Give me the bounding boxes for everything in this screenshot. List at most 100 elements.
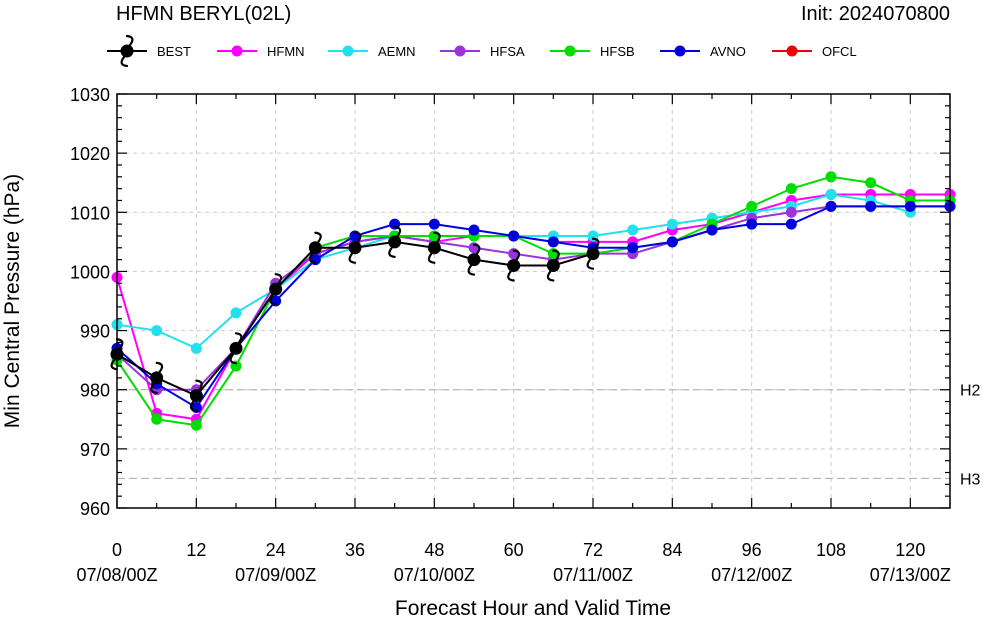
hurricane-arm bbox=[110, 359, 119, 371]
point-best bbox=[546, 249, 560, 282]
y-tick-label: 970 bbox=[80, 440, 110, 460]
reference-label: H3 bbox=[960, 471, 981, 488]
x-date-label: 07/08/00Z bbox=[76, 565, 157, 585]
hurricane-arm bbox=[155, 361, 164, 373]
point-best bbox=[507, 249, 521, 282]
hurricane-arm bbox=[433, 231, 441, 243]
point-hfsa bbox=[785, 206, 797, 218]
legend-label: BEST bbox=[157, 44, 191, 59]
point-best bbox=[189, 379, 203, 412]
plot-frame bbox=[116, 93, 951, 509]
point-best bbox=[427, 231, 441, 264]
point-avno bbox=[706, 224, 718, 236]
y-tick-label: 1010 bbox=[70, 203, 110, 223]
legend-marker bbox=[231, 45, 243, 57]
x-tick-label: 12 bbox=[186, 540, 206, 560]
hurricane-core bbox=[189, 389, 203, 403]
hurricane-arm bbox=[591, 237, 600, 249]
init-label: Init: 2024070800 bbox=[801, 3, 950, 25]
hurricane-arm bbox=[353, 231, 362, 243]
point-avno bbox=[666, 236, 678, 248]
hurricane-arm bbox=[234, 332, 243, 344]
hurricane-core bbox=[348, 241, 362, 255]
hurricane-core bbox=[546, 259, 560, 273]
hurricane-arm bbox=[189, 400, 198, 412]
hurricane-arm bbox=[393, 225, 402, 237]
hurricane-arm bbox=[552, 249, 560, 261]
hurricane-arm bbox=[269, 294, 277, 306]
x-tick-label: 120 bbox=[895, 540, 925, 560]
hurricane-arm bbox=[512, 249, 521, 261]
point-best bbox=[348, 231, 362, 264]
y-tick-label: 960 bbox=[80, 499, 110, 519]
x-date-label: 07/12/00Z bbox=[711, 565, 792, 585]
legend-item-avno: AVNO bbox=[660, 44, 746, 59]
legend-label: AVNO bbox=[710, 44, 746, 59]
hurricane-core bbox=[467, 253, 481, 267]
point-aemn bbox=[666, 218, 678, 230]
y-tick-label: 980 bbox=[80, 381, 110, 401]
x-tick-label: 0 bbox=[112, 540, 122, 560]
legend-marker bbox=[342, 45, 354, 57]
legend-item-hfmn: HFMN bbox=[217, 44, 305, 59]
hurricane-arm bbox=[115, 338, 124, 350]
hurricane-arm bbox=[125, 34, 134, 47]
axes: 960 970 980 990 1000 1010 1020 1030 0 12 24 36 48 60 7… bbox=[70, 85, 951, 585]
x-tick-label: 48 bbox=[424, 540, 444, 560]
point-aemn bbox=[230, 307, 242, 319]
hurricane-arm bbox=[388, 246, 396, 258]
legend-label: HFSB bbox=[600, 44, 635, 59]
point-best bbox=[150, 361, 164, 394]
hurricane-core bbox=[427, 241, 441, 255]
point-best bbox=[308, 231, 322, 264]
x-tick-label: 36 bbox=[345, 540, 365, 560]
hurricane-arm bbox=[467, 264, 476, 276]
x-tick-label: 24 bbox=[266, 540, 286, 560]
x-tick-label: 72 bbox=[583, 540, 603, 560]
hurricane-arm bbox=[120, 55, 129, 68]
hurricane-arm bbox=[348, 252, 357, 264]
point-best bbox=[586, 237, 600, 270]
legend-label: AEMN bbox=[378, 44, 416, 59]
point-best bbox=[388, 225, 402, 258]
hurricane-arm bbox=[314, 231, 322, 243]
x-tick-label: 84 bbox=[662, 540, 682, 560]
series-line-avno bbox=[116, 205, 950, 409]
point-avno bbox=[468, 224, 480, 236]
point-best bbox=[467, 243, 481, 276]
x-tick-label: 108 bbox=[816, 540, 846, 560]
hurricane-arm bbox=[274, 273, 283, 285]
point-avno bbox=[746, 218, 758, 230]
legend: BEST HFMN AEMN HFSA HFSB AVNO OFCL bbox=[107, 34, 857, 68]
legend-marker bbox=[564, 45, 576, 57]
legend-marker bbox=[674, 45, 686, 57]
point-avno bbox=[508, 230, 520, 242]
hurricane-core bbox=[308, 241, 322, 255]
point-hfsb bbox=[151, 413, 163, 425]
hurricane-arm bbox=[586, 258, 595, 270]
point-avno bbox=[865, 200, 877, 212]
hurricane-arm bbox=[427, 252, 436, 264]
point-avno bbox=[627, 242, 639, 254]
point-aemn bbox=[151, 325, 163, 337]
hurricane-core bbox=[269, 282, 283, 296]
x-date-label: 07/10/00Z bbox=[394, 565, 475, 585]
y-axis-label: Min Central Pressure (hPa) bbox=[1, 174, 24, 428]
series-group bbox=[110, 171, 956, 431]
point-hfsb bbox=[746, 200, 758, 212]
point-hfsb bbox=[190, 419, 202, 431]
series-line-hfmn bbox=[116, 193, 950, 421]
legend-item-hfsa: HFSA bbox=[440, 44, 525, 59]
point-best bbox=[269, 273, 283, 306]
point-avno bbox=[825, 200, 837, 212]
hurricane-core bbox=[507, 259, 521, 273]
grid bbox=[117, 94, 950, 508]
point-hfsb bbox=[865, 177, 877, 189]
point-avno bbox=[785, 218, 797, 230]
hurricane-core bbox=[120, 44, 134, 58]
hurricane-core bbox=[150, 371, 164, 385]
x-tick-label: 60 bbox=[504, 540, 524, 560]
legend-label: HFSA bbox=[490, 44, 525, 59]
point-aemn bbox=[825, 189, 837, 201]
